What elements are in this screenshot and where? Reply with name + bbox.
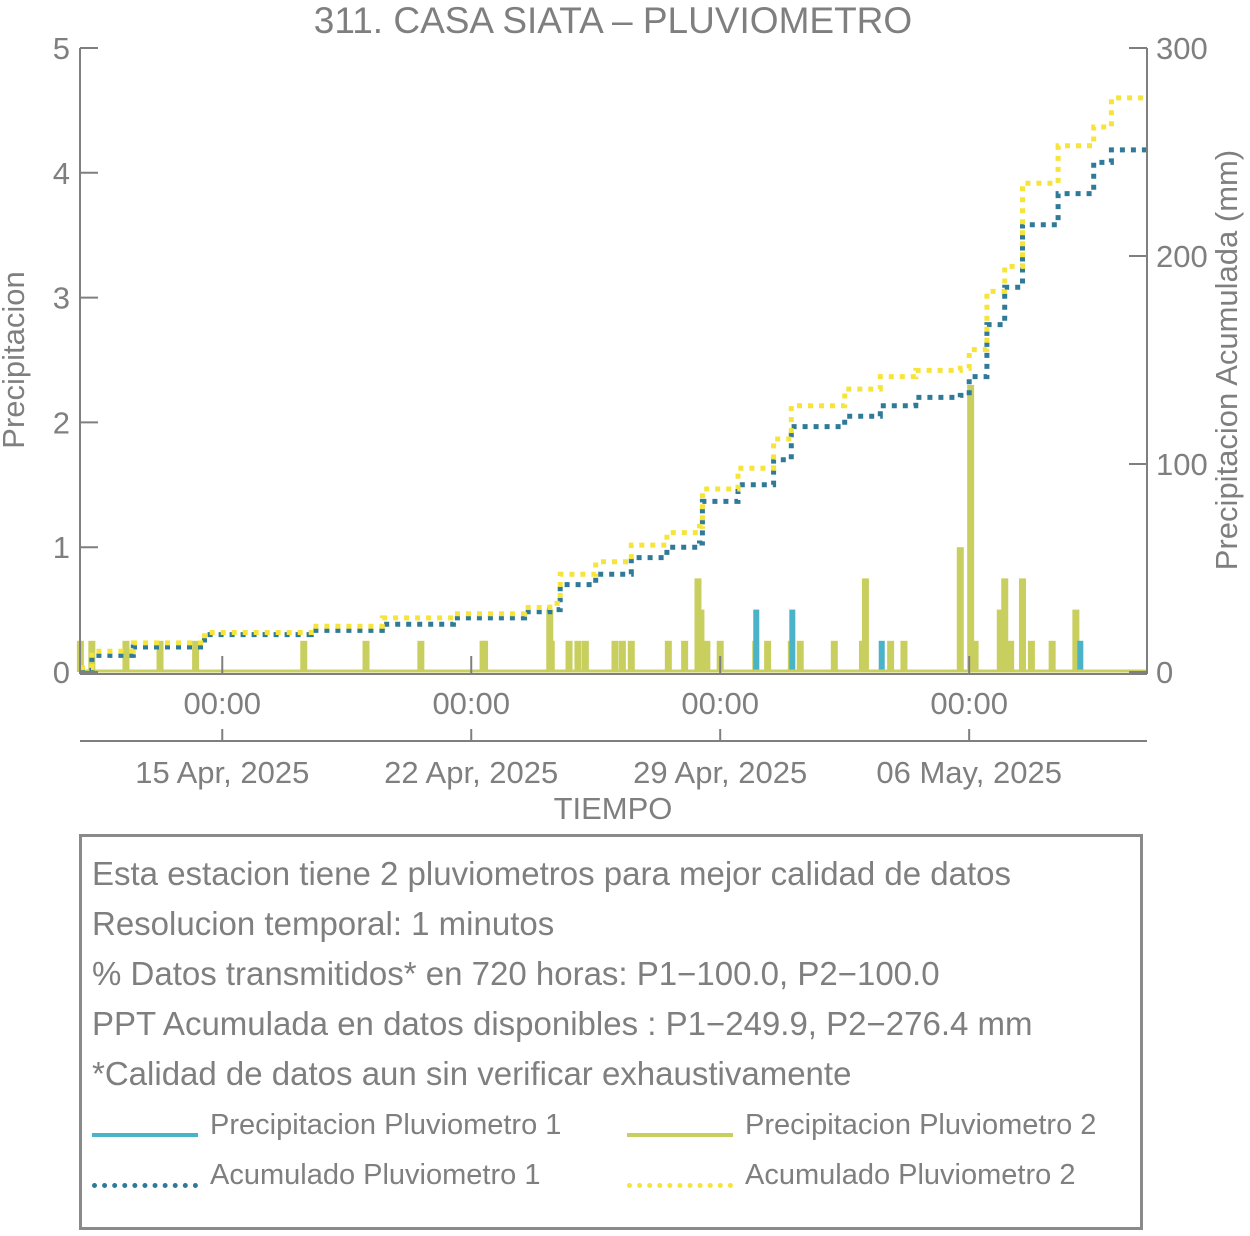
left-tick-label: 5: [53, 31, 70, 66]
x-tick-time-label: 00:00: [930, 686, 1008, 721]
x-tick-date-label: 29 Apr, 2025: [633, 755, 807, 790]
left-tick-label: 2: [53, 405, 70, 440]
legend-label-p1-bar: Precipitacion Pluviometro 1: [210, 1109, 562, 1141]
x-tick-date-label: 22 Apr, 2025: [384, 755, 558, 790]
x-tick-time-label: 00:00: [681, 686, 759, 721]
precip-bar-p2: [887, 640, 895, 672]
precip-bar-p2: [1072, 609, 1080, 672]
precip-bar-p1: [878, 640, 885, 672]
precip-bar-p2: [547, 640, 555, 672]
right-axis-label: Precipitacion Acumulada (mm): [1209, 150, 1244, 570]
precip-bar-p1: [753, 609, 760, 672]
left-tick-label: 4: [53, 156, 70, 191]
info-box: Esta estacion tiene 2 pluviometros para …: [79, 834, 1143, 1230]
precip-bar-p2: [481, 640, 489, 672]
precip-bar-p2: [996, 609, 1004, 672]
precipitation-chart: 311. CASA SIATA – PLUVIOMETRO 0 1 2 3 4 5 0 100…: [0, 0, 1244, 826]
precip-bar-p2: [192, 640, 200, 672]
axes: 0 1 2 3 4 5 0 100 200 300 00:00 15 Apr, 2025 00:00 22…: [53, 31, 1208, 790]
x-axis-label: TIEMPO: [554, 791, 673, 826]
info-line-transmitted: % Datos transmitidos* en 720 horas: P1−1…: [92, 955, 940, 992]
precip-bar-p2: [627, 640, 635, 672]
left-tick-label: 0: [53, 655, 70, 690]
left-tick-label: 3: [53, 281, 70, 316]
precip-bar-p2: [417, 640, 425, 672]
precip-bar-p2: [956, 547, 964, 672]
x-tick-date-label: 06 May, 2025: [876, 755, 1062, 790]
chart-title: 311. CASA SIATA – PLUVIOMETRO: [314, 0, 912, 41]
legend-label-p2-cum: Acumulado Pluviometro 2: [745, 1159, 1076, 1191]
legend-swatch-p2-bar: [627, 1133, 733, 1137]
precip-bar-p2: [664, 640, 672, 672]
precip-bar-p2: [900, 640, 908, 672]
precip-bar-p2: [362, 640, 370, 672]
legend-swatch-p2-cum: [627, 1183, 733, 1188]
info-line-stations: Esta estacion tiene 2 pluviometros para …: [92, 855, 1012, 892]
legend-swatch-p1-cum: [92, 1183, 198, 1188]
precip-bar-p1: [1077, 640, 1084, 672]
precip-bar-p2: [830, 640, 838, 672]
precip-bar-p2: [861, 578, 869, 672]
x-tick-time-label: 00:00: [432, 686, 510, 721]
precip-bar-p2: [967, 384, 975, 672]
cumulative-line-p2: [80, 95, 1147, 671]
cumulative-line-p1: [80, 147, 1147, 675]
precip-bar-p2: [1007, 640, 1015, 672]
right-tick-label: 0: [1156, 655, 1173, 690]
legend-swatch-p1-bar: [92, 1133, 198, 1137]
info-line-resolution: Resolucion temporal: 1 minutos: [92, 905, 555, 942]
info-line-accumulated: PPT Acumulada en datos disponibles : P1−…: [92, 1005, 1033, 1042]
precip-bar-p2: [581, 640, 589, 672]
plot-area: [76, 95, 1147, 675]
right-tick-label: 100: [1156, 447, 1208, 482]
x-tick-date-label: 15 Apr, 2025: [135, 755, 309, 790]
left-tick-label: 1: [53, 530, 70, 565]
precip-bar-p2: [1001, 578, 1009, 672]
precip-bar-p2: [703, 640, 711, 672]
right-tick-label: 200: [1156, 239, 1208, 274]
info-line-quality: *Calidad de datos aun sin verificar exha…: [92, 1055, 852, 1092]
precip-bar-p2: [681, 640, 689, 672]
x-tick-time-label: 00:00: [183, 686, 261, 721]
precip-bar-p2: [565, 640, 573, 672]
precip-bar-p2: [764, 640, 772, 672]
legend-label-p2-bar: Precipitacion Pluviometro 2: [745, 1109, 1097, 1141]
precip-bar-p2: [611, 640, 619, 672]
precip-bar-p2: [122, 640, 130, 672]
precip-bar-p2: [1027, 640, 1035, 672]
precip-bar-p1: [789, 609, 796, 672]
right-tick-label: 300: [1156, 31, 1208, 66]
precip-bar-p2: [156, 640, 164, 672]
left-axis-label: Precipitacion: [0, 271, 31, 448]
precip-bar-p2: [574, 640, 582, 672]
legend-label-p1-cum: Acumulado Pluviometro 1: [210, 1159, 541, 1191]
precip-bar-p2: [618, 640, 626, 672]
precip-bar-p2: [697, 609, 705, 672]
precip-bar-p2: [1048, 640, 1056, 672]
precip-bar-p2: [971, 640, 979, 672]
precip-bar-p2: [1019, 578, 1027, 672]
precip-bar-p2: [796, 640, 804, 672]
precip-bar-p2: [300, 640, 308, 672]
